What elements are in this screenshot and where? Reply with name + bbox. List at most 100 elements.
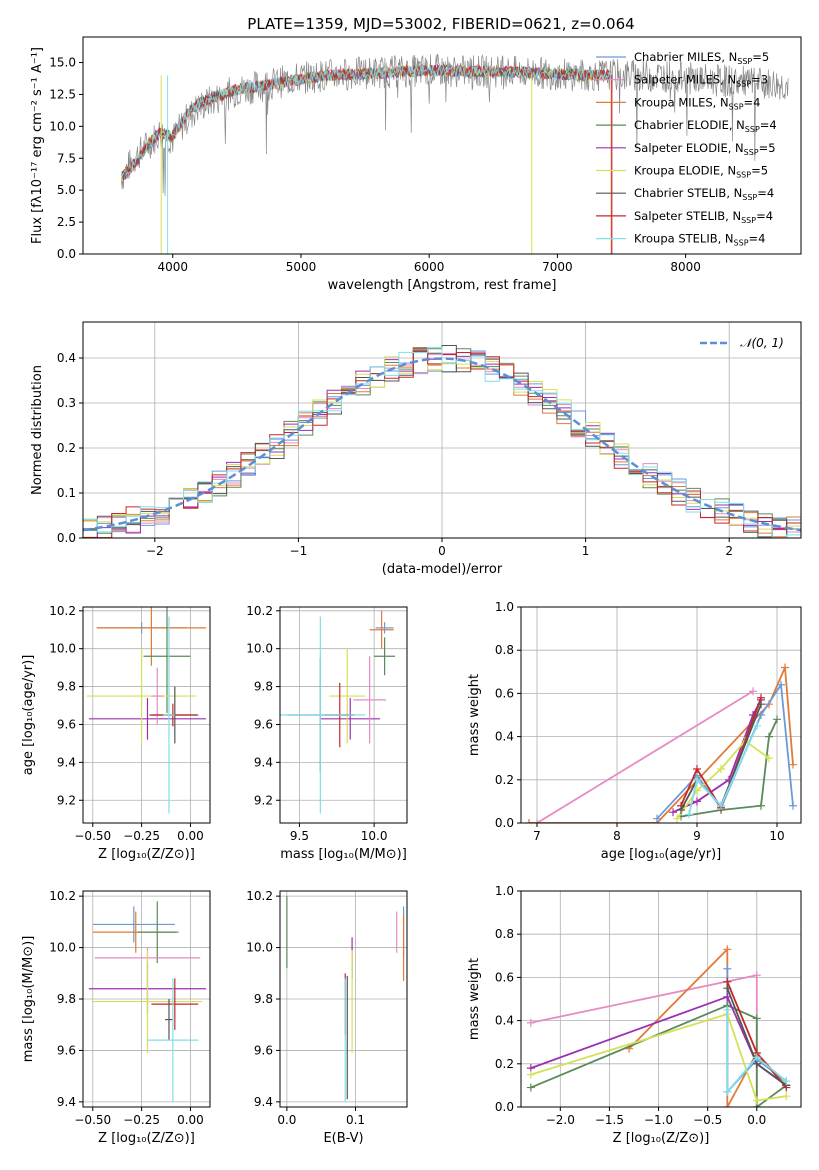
legend-label: Kroupa ELODIE, NSSP=5 xyxy=(634,164,768,180)
y-tick-label: 7.5 xyxy=(57,151,76,165)
x-tick-label: 0.0 xyxy=(747,1113,766,1127)
x-axis-label: Z [log₁₀(Z/Z⊙)] xyxy=(613,1131,710,1146)
mass-weight-line xyxy=(680,697,762,810)
y-tick-label: 0.6 xyxy=(495,686,514,700)
mass-weight-marker xyxy=(782,1092,791,1101)
mass-weight-marker xyxy=(677,806,685,815)
mass-weight-marker xyxy=(653,814,661,823)
x-tick-label: −1.5 xyxy=(595,1113,624,1127)
x-tick-label: −0.50 xyxy=(74,829,111,843)
x-axis-label: E(B-V) xyxy=(323,1131,363,1146)
x-tick-label: 8 xyxy=(613,829,621,843)
mass-weight-marker xyxy=(777,680,785,689)
mass-weight-marker xyxy=(723,1005,732,1014)
legend-label: Salpeter MILES, NSSP=3 xyxy=(634,73,768,89)
x-tick-label: 7 xyxy=(533,829,541,843)
y-axis-label: age [log₁₀(age/yr)] xyxy=(21,655,36,776)
x-axis-label: Z [log₁₀(Z/Z⊙)] xyxy=(98,1131,195,1146)
x-tick-label: 0.00 xyxy=(177,1113,204,1127)
y-tick-label: 9.2 xyxy=(57,793,76,807)
plot-area xyxy=(525,663,797,823)
y-tick-label: 10.0 xyxy=(49,642,76,656)
y-tick-label: 9.8 xyxy=(57,680,76,694)
mass-weight-marker xyxy=(773,715,781,724)
y-tick-label: 10.2 xyxy=(49,604,76,618)
x-tick-label: 0.00 xyxy=(177,829,204,843)
y-tick-label: 10.2 xyxy=(246,604,273,618)
y-tick-label: 0.4 xyxy=(57,351,76,365)
y-tick-label: 0.2 xyxy=(495,1057,514,1071)
x-tick-label: 1 xyxy=(582,544,590,558)
mass-weight-marker xyxy=(723,945,732,954)
x-tick-label: −0.25 xyxy=(123,829,160,843)
x-tick-label: −2 xyxy=(146,544,164,558)
y-tick-label: 0.8 xyxy=(495,643,514,657)
x-axis-label: (data-model)/error xyxy=(382,562,503,577)
age-vs-metallicity-panel: −0.50 −0.25 0.00 9.2 9.4 9.6 9.8 10.0 10.2 Z [log… xyxy=(21,604,211,862)
y-tick-label: 9.4 xyxy=(57,1095,76,1109)
x-tick-label: −2.0 xyxy=(546,1113,575,1127)
mass-weight-marker xyxy=(789,760,797,769)
mass-weight-marker xyxy=(717,801,725,810)
mass-weight-marker xyxy=(717,765,725,773)
mass-weight-marker xyxy=(685,810,693,819)
axes-frame xyxy=(279,606,408,824)
y-tick-label: 9.8 xyxy=(254,680,273,694)
y-tick-label: 9.6 xyxy=(57,717,76,731)
y-tick-label: 10.2 xyxy=(246,889,273,903)
figure-title: PLATE=1359, MJD=53002, FIBERID=0621, z=0… xyxy=(247,15,634,33)
legend-label: 𝒩(0, 1) xyxy=(740,336,784,350)
x-tick-label: 10.0 xyxy=(361,829,388,843)
mass-weight-marker xyxy=(533,819,541,823)
x-tick-label: −0.5 xyxy=(693,1113,722,1127)
axes-frame xyxy=(82,890,211,1108)
x-axis-label: age [log₁₀(age/yr)] xyxy=(601,847,722,862)
y-tick-label: 12.5 xyxy=(49,87,76,101)
mass-weight-marker xyxy=(752,1096,761,1105)
mass-weight-marker xyxy=(723,1087,732,1096)
mass-weight-marker xyxy=(693,765,701,773)
y-tick-label: 5.0 xyxy=(57,183,76,197)
legend-label: Salpeter STELIB, NSSP=4 xyxy=(634,209,773,225)
age-vs-mass-panel: 9.5 10.0 9.2 9.4 9.6 9.8 10.0 10.2 mass [log₁₀(M… xyxy=(246,604,408,862)
mass-weight-marker xyxy=(526,1018,535,1027)
y-tick-label: 0.2 xyxy=(495,773,514,787)
normal-curve xyxy=(83,357,801,532)
mass-weight-marker xyxy=(752,1053,761,1062)
y-tick-label: 0.1 xyxy=(57,486,76,500)
plot-area xyxy=(286,896,405,1102)
mass-weight-marker xyxy=(753,721,761,730)
y-tick-label: 9.4 xyxy=(254,1095,273,1109)
mass-weight-marker xyxy=(723,964,732,973)
residual-histogram xyxy=(83,346,801,538)
mass-weight-marker xyxy=(781,663,789,672)
y-tick-label: 0.4 xyxy=(495,730,514,744)
mass-vs-metallicity-panel: −0.50 −0.25 0.00 9.4 9.6 9.8 10.0 10.2 Z [log₁₀(… xyxy=(21,889,211,1146)
y-tick-label: 9.2 xyxy=(254,793,273,807)
y-tick-label: 10.0 xyxy=(246,941,273,955)
x-tick-label: 5000 xyxy=(286,260,317,274)
axes-frame xyxy=(279,890,408,1108)
x-tick-label: 4000 xyxy=(157,260,188,274)
y-tick-label: 10.0 xyxy=(246,642,273,656)
x-tick-label: −0.25 xyxy=(123,1113,160,1127)
x-tick-label: 0 xyxy=(438,544,446,558)
x-tick-label: 8000 xyxy=(670,260,701,274)
y-tick-label: 10.0 xyxy=(49,119,76,133)
legend-label: Chabrier ELODIE, NSSP=4 xyxy=(634,118,777,134)
mass-vs-ebv-panel: 0.0 0.1 9.4 9.6 9.8 10.0 10.2 E(B-V) xyxy=(246,889,408,1146)
x-axis-label: Z [log₁₀(Z/Z⊙)] xyxy=(98,847,195,862)
massweight-vs-age-panel: 7 8 9 10 0.0 0.2 0.4 0.6 0.8 1.0 age [log₁₀(age/yr… xyxy=(467,600,802,862)
mass-weight-marker xyxy=(723,1103,732,1107)
y-axis-label: mass weight xyxy=(467,958,482,1040)
y-tick-label: 9.8 xyxy=(57,992,76,1006)
y-tick-label: 15.0 xyxy=(49,56,76,70)
x-axis-label: wavelength [Angstrom, rest frame] xyxy=(328,278,557,293)
x-axis-label: mass [log₁₀(M/M⊙)] xyxy=(280,847,407,862)
mass-weight-marker xyxy=(752,971,761,980)
plot-area xyxy=(83,344,801,538)
x-tick-label: 7000 xyxy=(542,260,573,274)
mass-weight-marker xyxy=(765,754,773,763)
x-tick-label: 0.1 xyxy=(346,1113,365,1127)
mass-weight-marker xyxy=(789,801,797,810)
